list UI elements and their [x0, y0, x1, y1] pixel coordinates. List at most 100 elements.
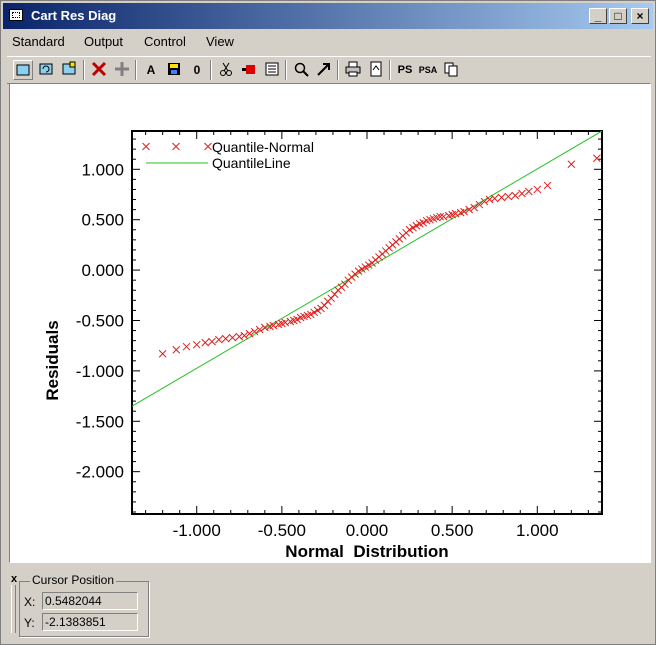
data-point-marker — [533, 185, 542, 194]
minimize-button[interactable]: _ — [589, 8, 607, 24]
data-point-marker — [235, 332, 244, 341]
x-tick-label: -1.000 — [173, 521, 221, 540]
data-point-marker — [480, 197, 489, 206]
toolbar-separator — [135, 60, 137, 80]
app-icon — [9, 9, 23, 21]
data-point-marker — [439, 212, 448, 221]
data-point-marker — [306, 310, 315, 319]
data-point-marker — [504, 192, 513, 201]
x-axis-label: Normal Distribution — [285, 542, 448, 561]
y-tick-label: -0.500 — [76, 311, 124, 330]
cursor-position-group: Cursor Position X: 0.5482044 Y: -2.13838… — [19, 573, 149, 637]
data-point-marker — [228, 333, 237, 342]
data-point-marker — [354, 267, 363, 275]
data-point-marker — [518, 189, 526, 198]
data-point-marker — [593, 154, 601, 163]
copy-icon[interactable] — [441, 60, 461, 80]
data-point-marker — [255, 325, 264, 334]
status-close-icon[interactable]: x — [11, 573, 18, 585]
data-point-marker — [293, 315, 302, 324]
menu-view[interactable]: View — [206, 34, 234, 49]
postscript-append-button[interactable]: PSA — [418, 65, 438, 75]
save-icon[interactable] — [164, 60, 184, 80]
data-point-marker — [405, 225, 414, 234]
pointer-arrow-icon[interactable] — [314, 60, 334, 80]
menu-output[interactable]: Output — [84, 34, 124, 49]
color-icon[interactable] — [239, 60, 259, 80]
data-point-marker — [172, 345, 181, 354]
toolbar-separator — [389, 60, 391, 80]
data-point-marker — [201, 338, 210, 347]
data-point-marker — [358, 265, 366, 273]
y-tick-label: 1.000 — [81, 160, 124, 179]
data-point-marker — [436, 212, 445, 221]
y-tick-label: -1.500 — [76, 412, 124, 431]
refresh-icon[interactable] — [36, 60, 56, 80]
x-label: X: — [24, 595, 36, 609]
x-tick-label: 0.500 — [431, 521, 474, 540]
data-point-marker — [412, 221, 421, 230]
y-tick-label: -2.000 — [76, 463, 124, 482]
data-point-marker — [361, 263, 370, 271]
data-point-marker — [214, 335, 223, 344]
close-button[interactable]: × — [631, 8, 649, 24]
cursor-position-title: Cursor Position — [30, 573, 117, 587]
plot-area[interactable]: -1.000 -0.500 0.000 0.500 1.000 1.000 0.500 0.0… — [9, 83, 651, 563]
postscript-button[interactable]: PS — [397, 64, 413, 76]
add-icon[interactable] — [112, 60, 132, 80]
zero-icon[interactable]: 0 — [193, 63, 201, 77]
y-axis-label: Residuals — [43, 320, 62, 400]
data-point-marker — [475, 200, 484, 209]
x-tick-label: -0.500 — [258, 521, 306, 540]
data-point-marker — [221, 334, 230, 343]
menu-control[interactable]: Control — [144, 34, 186, 49]
data-point-marker — [470, 203, 479, 212]
data-point-marker — [511, 191, 520, 200]
zoom-icon[interactable] — [291, 60, 311, 80]
data-point-marker — [158, 349, 167, 358]
data-point-marker — [310, 308, 319, 317]
legend-marker — [204, 142, 212, 151]
data-point-marker — [182, 342, 191, 351]
menu-standard[interactable]: Standard — [12, 34, 65, 49]
window-title: Cart Res Diag — [31, 8, 117, 23]
legend-marker — [172, 142, 180, 151]
menu-bar: Standard Output Control View — [3, 30, 653, 52]
new-window-icon[interactable] — [13, 60, 33, 80]
print-icon[interactable] — [343, 60, 363, 80]
data-point-marker — [250, 327, 259, 336]
properties-icon[interactable] — [262, 60, 282, 80]
cursor-y-field: -2.1383851 — [42, 613, 138, 631]
data-point-marker — [245, 329, 254, 338]
title-bar[interactable]: Cart Res Diag _ □ × — [3, 3, 653, 29]
data-point-marker — [208, 337, 216, 346]
panel-grip[interactable] — [11, 585, 16, 633]
legend-marker — [142, 142, 150, 151]
text-icon[interactable]: A — [146, 63, 156, 77]
data-point-marker — [240, 331, 249, 340]
export-icon[interactable] — [366, 60, 386, 80]
data-point-marker — [409, 223, 417, 232]
cursor-x-field: 0.5482044 — [42, 592, 138, 610]
data-point-marker — [192, 340, 201, 349]
series-group — [132, 131, 602, 407]
data-point-marker — [490, 194, 499, 203]
new-page-icon[interactable] — [59, 60, 79, 80]
data-point-marker — [524, 187, 533, 196]
qq-plot[interactable]: -1.000 -0.500 0.000 0.500 1.000 1.000 0.500 0.0… — [10, 84, 650, 562]
cut-icon[interactable] — [216, 60, 236, 80]
data-point-marker — [567, 160, 576, 169]
data-point-marker — [313, 306, 322, 315]
x-tick-label: 0.000 — [346, 521, 389, 540]
toolbar-separator — [83, 60, 85, 80]
legend-label-quantile-line: QuantileLine — [212, 155, 291, 171]
y-label: Y: — [24, 616, 35, 630]
data-point-marker — [364, 261, 373, 269]
maximize-button[interactable]: □ — [609, 8, 627, 24]
y-tick-label: -1.000 — [76, 362, 124, 381]
data-point-marker — [419, 218, 428, 227]
y-tick-label: 0.000 — [81, 261, 124, 280]
data-point-marker — [497, 193, 506, 202]
delete-icon[interactable] — [89, 60, 109, 80]
